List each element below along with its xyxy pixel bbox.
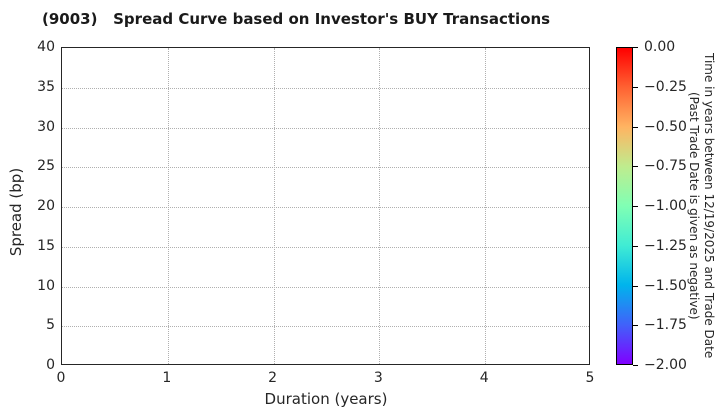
colorbar-tick-label: −2.00 — [644, 357, 687, 373]
colorbar-label: Time in years between 12/19/2025 and Tra… — [684, 47, 716, 365]
gridline-vertical — [379, 48, 381, 364]
gridline-vertical — [273, 48, 275, 364]
colorbar-tick-label: 0.00 — [644, 39, 676, 55]
colorbar-tick — [633, 245, 638, 247]
y-tick-label: 25 — [37, 158, 55, 175]
colorbar-tick — [633, 166, 638, 168]
x-tick-label: 0 — [56, 370, 66, 386]
y-tick-label: 20 — [37, 198, 55, 214]
gridline-horizontal — [62, 87, 589, 89]
x-tick-label: 2 — [268, 370, 278, 386]
colorbar-tick-label: −0.75 — [644, 158, 687, 175]
colorbar-tick — [633, 206, 638, 207]
gridline-vertical — [167, 48, 169, 364]
colorbar-tick-label: −1.50 — [644, 277, 687, 294]
colorbar-label-line-2: (Past Trade Date is given as negative) — [687, 92, 701, 320]
colorbar-tick — [633, 86, 638, 88]
gridline-horizontal — [62, 127, 589, 129]
x-tick-label: 1 — [162, 370, 172, 386]
colorbar-tick — [633, 325, 638, 327]
y-tick-label: 30 — [37, 118, 55, 135]
gridline-horizontal — [62, 326, 589, 328]
gridline-vertical — [485, 48, 487, 364]
y-tick-label: 40 — [37, 39, 55, 55]
colorbar-tick — [633, 47, 638, 48]
colorbar-tick — [633, 365, 638, 366]
x-tick-label: 3 — [373, 370, 383, 386]
plot-area — [61, 47, 590, 365]
chart-title: (9003) Spread Curve based on Investor's … — [42, 10, 551, 28]
x-tick-label: 4 — [479, 370, 489, 386]
gridline-horizontal — [62, 286, 589, 288]
colorbar-gradient — [616, 47, 633, 365]
gridline-horizontal — [62, 246, 589, 248]
colorbar-tick-label: −0.25 — [644, 78, 687, 95]
y-tick-label: 5 — [46, 317, 55, 334]
colorbar-tick-label: −0.50 — [644, 118, 687, 135]
x-tick-label: 5 — [585, 370, 595, 386]
colorbar-tick-label: −1.75 — [644, 317, 687, 334]
gridline-horizontal — [62, 167, 589, 169]
y-tick-label: 35 — [37, 78, 55, 95]
gridline-horizontal — [62, 207, 589, 208]
colorbar-tick-label: −1.25 — [644, 237, 687, 254]
colorbar-tick-label: −1.00 — [644, 198, 687, 214]
colorbar-label-line-1: Time in years between 12/19/2025 and Tra… — [702, 53, 716, 359]
y-tick-label: 15 — [37, 237, 55, 254]
colorbar-tick — [633, 285, 638, 287]
y-tick-label: 0 — [46, 357, 55, 373]
x-axis-label: Duration (years) — [264, 390, 388, 408]
y-tick-label: 10 — [37, 277, 55, 294]
colorbar-tick — [633, 126, 638, 128]
